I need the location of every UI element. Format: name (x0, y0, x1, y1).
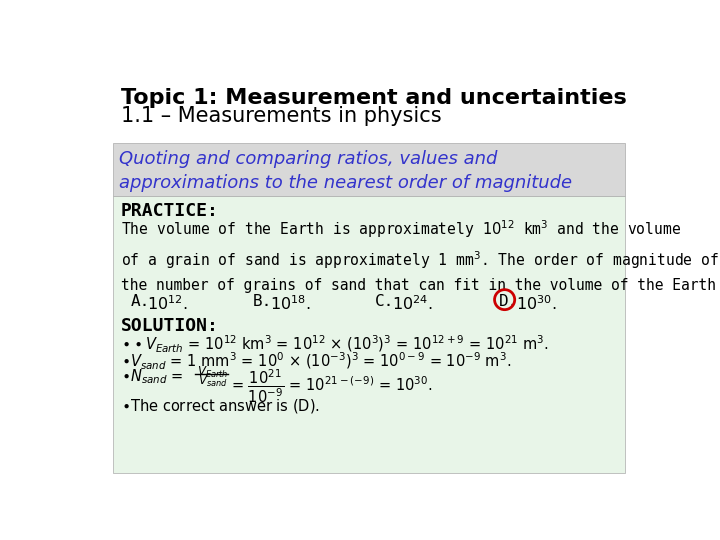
Text: 1.1 – Measurements in physics: 1.1 – Measurements in physics (121, 106, 441, 126)
Text: $V_{sand}$: $V_{sand}$ (199, 374, 228, 389)
Text: $\bullet$The correct answer is (D).: $\bullet$The correct answer is (D). (121, 397, 320, 415)
Text: Quoting and comparing ratios, values and
approximations to the nearest order of : Quoting and comparing ratios, values and… (120, 150, 572, 192)
Text: $\bullet V_{sand}$ = 1 mm$^3$ = 10$^0$ $\times$ (10$^{-3}$)$^3$ = 10$^{0 - 9}$ =: $\bullet V_{sand}$ = 1 mm$^3$ = 10$^0$ $… (121, 350, 511, 372)
Text: D.: D. (499, 294, 518, 309)
Text: A.: A. (130, 294, 150, 309)
FancyBboxPatch shape (113, 195, 625, 473)
Text: = $\dfrac{10^{21}}{10^{-9}}$ = 10$^{21 - (-9)}$ = 10$^{30}$.: = $\dfrac{10^{21}}{10^{-9}}$ = 10$^{21 -… (231, 367, 433, 406)
Text: $\bullet N_{sand}$ =: $\bullet N_{sand}$ = (121, 367, 185, 386)
Text: Topic 1: Measurement and uncertainties: Topic 1: Measurement and uncertainties (121, 88, 626, 108)
FancyBboxPatch shape (113, 143, 625, 195)
Text: The volume of the Earth is approximately $10^{12}$ km$^3$ and the volume
of a gr: The volume of the Earth is approximately… (121, 219, 720, 293)
Text: $10^{12}$.: $10^{12}$. (148, 294, 188, 313)
Text: $10^{30}$.: $10^{30}$. (516, 294, 557, 313)
Text: PRACTICE:: PRACTICE: (121, 202, 219, 220)
Text: $V_{Earth}$: $V_{Earth}$ (197, 365, 228, 380)
Text: B.: B. (253, 294, 272, 309)
Text: $10^{18}$.: $10^{18}$. (270, 294, 310, 313)
FancyBboxPatch shape (90, 65, 648, 180)
Text: C.: C. (375, 294, 395, 309)
Text: $10^{24}$.: $10^{24}$. (392, 294, 433, 313)
Text: SOLUTION:: SOLUTION: (121, 316, 219, 335)
Text: $\bullet\bullet V_{Earth}$ = 10$^{12}$ km$^3$ = 10$^{12}$ $\times$ (10$^3$)$^3$ : $\bullet\bullet V_{Earth}$ = 10$^{12}$ k… (121, 334, 549, 355)
